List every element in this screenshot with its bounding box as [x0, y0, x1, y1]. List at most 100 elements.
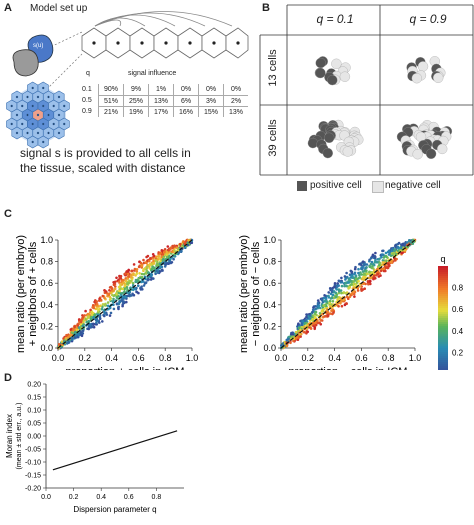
data-point	[126, 272, 130, 276]
data-point	[122, 300, 125, 303]
colorbar-segment	[438, 336, 448, 339]
x-tick-label: 0.4	[105, 353, 118, 363]
panel-b-label: B	[262, 2, 270, 14]
data-point	[166, 253, 169, 256]
diagonal-line	[57, 239, 193, 349]
data-point	[81, 315, 85, 319]
data-point	[90, 325, 94, 329]
panel-a-diagram	[6, 11, 249, 149]
data-point	[389, 260, 393, 264]
data-point	[381, 249, 384, 253]
data-point	[98, 314, 102, 317]
data-point	[144, 271, 148, 274]
data-point	[76, 324, 80, 327]
data-point	[87, 320, 90, 323]
y-tick-label: 0.6	[40, 278, 53, 288]
data-point	[316, 321, 320, 325]
data-point	[86, 314, 90, 318]
data-point	[111, 293, 114, 297]
data-point	[70, 333, 73, 337]
influence-value: 9%	[123, 84, 148, 95]
positive-cell	[324, 132, 335, 143]
data-point	[357, 267, 360, 271]
data-point	[317, 305, 320, 308]
data-point	[374, 258, 377, 262]
diagonal-line	[280, 239, 416, 349]
data-point	[300, 322, 304, 325]
data-point	[73, 331, 77, 334]
data-point	[316, 301, 320, 305]
negative-cell	[437, 143, 448, 155]
data-point	[93, 300, 96, 304]
data-point	[357, 271, 360, 275]
data-point	[350, 292, 354, 295]
data-point	[160, 265, 164, 269]
data-point	[350, 275, 354, 278]
data-point	[305, 313, 308, 316]
data-point	[298, 333, 302, 336]
colorbar-segment	[438, 364, 448, 367]
data-point	[331, 293, 335, 297]
influence-table: 0.1 90% 9% 1% 0% 0% 0% 0.5 51% 25% 13% 6% 3% 2% 0.9 21%…	[82, 84, 252, 117]
data-point	[142, 284, 146, 287]
data-point	[376, 272, 380, 276]
data-point	[103, 289, 106, 292]
panel-c-charts: 0.00.20.40.60.81.00.00.20.40.60.81.0prop…	[15, 235, 464, 370]
y-tick-label: 0.15	[27, 395, 41, 402]
tissue-nucleus	[47, 131, 50, 135]
data-point	[289, 341, 292, 345]
data-point	[167, 262, 170, 265]
data-point	[155, 255, 158, 259]
y-axis-label-1: mean ratio (per embryo)	[238, 235, 250, 353]
colorbar-segment	[438, 310, 448, 313]
colorbar-segment	[438, 366, 448, 369]
data-point	[334, 291, 338, 295]
data-point	[368, 258, 371, 262]
colorbar-segment	[438, 284, 448, 287]
data-point	[89, 315, 93, 319]
data-point	[394, 244, 397, 247]
influence-q: 0.1	[82, 86, 92, 93]
data-point	[340, 281, 344, 284]
data-point	[296, 329, 300, 333]
data-point	[336, 285, 339, 288]
influence-value: 90%	[98, 84, 123, 95]
data-point	[150, 267, 154, 271]
data-point	[137, 284, 140, 287]
data-point	[373, 255, 377, 259]
tissue-nucleus	[63, 122, 66, 126]
data-point	[129, 286, 132, 289]
data-point	[304, 322, 307, 325]
y-axis-label-1: mean ratio (per embryo)	[15, 235, 27, 353]
data-point	[183, 242, 187, 245]
data-point	[95, 300, 98, 303]
colorbar-segment	[438, 344, 448, 347]
data-point	[400, 251, 404, 255]
data-point	[183, 246, 187, 249]
panel-a-title: Model set up	[30, 3, 88, 14]
influence-value: 0%	[223, 84, 248, 95]
data-point	[350, 270, 353, 273]
data-point	[77, 318, 81, 321]
data-point	[314, 307, 317, 311]
tissue-nucleus	[15, 131, 19, 135]
data-point	[80, 334, 84, 338]
influence-row: 0.1 90% 9% 1% 0% 0% 0%	[82, 84, 252, 95]
data-point	[364, 266, 367, 270]
data-point	[166, 245, 170, 248]
data-point	[116, 290, 119, 293]
influence-q: 0.5	[82, 97, 92, 104]
colorbar-segment	[438, 348, 448, 351]
tissue-nucleus	[47, 113, 50, 117]
positive-cell	[322, 147, 333, 159]
data-point	[301, 320, 305, 323]
data-point	[313, 326, 317, 329]
data-point	[356, 289, 360, 292]
data-point	[311, 308, 315, 312]
negative-cell	[342, 146, 353, 157]
moran-line	[52, 430, 178, 471]
data-point	[132, 273, 135, 277]
data-point	[124, 272, 127, 275]
data-point	[155, 264, 158, 267]
data-point	[162, 257, 165, 261]
